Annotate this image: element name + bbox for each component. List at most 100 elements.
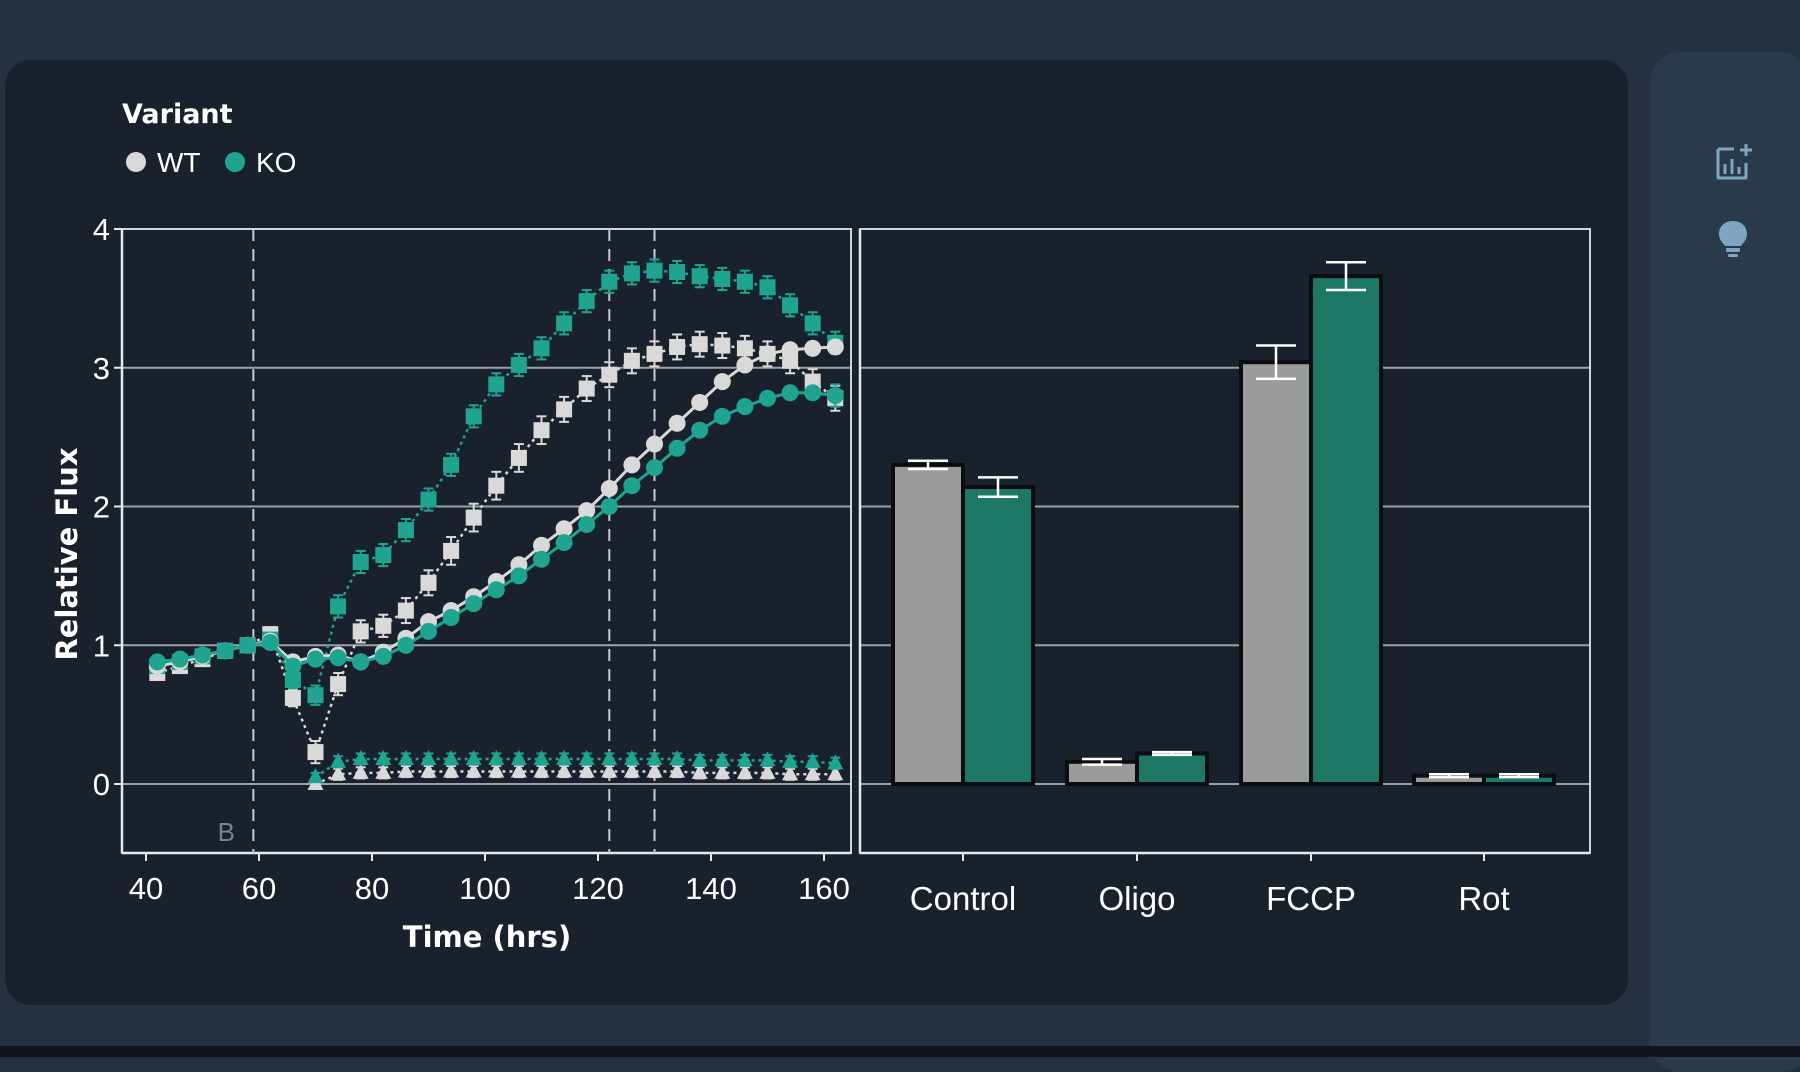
- data-point: [759, 345, 776, 363]
- data-point: [307, 650, 324, 668]
- data-point: [420, 574, 437, 591]
- data-point: [714, 751, 731, 767]
- data-point: [488, 376, 505, 393]
- line-panel: 0 1 2 3 4 40 60 80 100 120 140 160 B: [93, 212, 852, 906]
- data-point: [352, 763, 369, 779]
- data-point: [714, 763, 731, 779]
- y-tick-label: 1: [93, 628, 110, 663]
- data-point: [194, 646, 211, 664]
- series-line: [156, 342, 837, 756]
- data-point: [465, 408, 482, 425]
- data-point: [533, 750, 550, 766]
- bar-ko-control: [961, 485, 1035, 786]
- data-point: [510, 449, 527, 466]
- legend-label-wt: WT: [157, 147, 201, 178]
- data-point: [375, 763, 392, 779]
- category-label: Rot: [1458, 880, 1509, 917]
- series-line: [314, 757, 836, 779]
- data-point: [623, 477, 641, 495]
- x-tick-label: 160: [798, 871, 850, 906]
- side-panel: [1650, 52, 1800, 1072]
- data-point: [443, 762, 460, 778]
- data-point: [668, 414, 686, 432]
- data-point: [691, 393, 709, 411]
- data-point: [759, 279, 776, 296]
- data-point: [714, 337, 731, 354]
- data-point: [578, 762, 595, 778]
- data-point: [759, 763, 776, 779]
- y-tick-label: 2: [93, 490, 110, 525]
- category-label: FCCP: [1266, 880, 1356, 917]
- data-point: [555, 520, 573, 538]
- y-tick-label: 3: [93, 351, 110, 386]
- data-point: [352, 554, 369, 570]
- data-point: [691, 268, 708, 285]
- data-point: [329, 649, 347, 667]
- data-point: [330, 752, 347, 768]
- data-point: [420, 762, 437, 778]
- data-point: [533, 550, 550, 568]
- data-point: [646, 762, 663, 778]
- data-point: [443, 542, 460, 559]
- data-point: [601, 273, 618, 290]
- data-point: [736, 273, 753, 290]
- data-point: [488, 762, 505, 778]
- bar-panel: Control Oligo FCCP Rot: [858, 228, 1591, 917]
- data-point: [826, 387, 844, 404]
- data-point: [488, 750, 505, 766]
- data-point: [668, 439, 686, 457]
- data-point: [352, 653, 370, 671]
- data-point: [601, 750, 618, 766]
- data-point: [510, 567, 528, 585]
- category-label: Control: [910, 880, 1016, 917]
- data-point: [759, 389, 776, 407]
- data-point: [578, 516, 596, 534]
- legend-marker-ko: [225, 152, 245, 172]
- data-point: [465, 750, 482, 766]
- series-line: [157, 391, 836, 668]
- x-axis-title: Time (hrs): [403, 920, 571, 954]
- data-point: [578, 380, 595, 397]
- data-point: [374, 647, 392, 665]
- data-point: [623, 762, 640, 778]
- data-point: [736, 398, 754, 416]
- data-point: [600, 479, 618, 497]
- data-point: [691, 421, 709, 439]
- data-point: [488, 477, 505, 494]
- bottom-strip: [0, 1046, 1800, 1057]
- vline-label: B: [218, 817, 235, 847]
- data-point: [556, 401, 573, 418]
- data-point: [713, 407, 731, 425]
- x-tick-label: 60: [242, 871, 276, 906]
- data-point: [330, 676, 347, 693]
- data-point: [420, 491, 437, 508]
- data-point: [623, 265, 640, 282]
- x-tick-label: 120: [572, 871, 624, 906]
- y-axis-title: Relative Flux: [50, 447, 84, 660]
- data-point: [148, 653, 166, 671]
- legend: Variant WT KO: [122, 99, 296, 178]
- data-point: [623, 750, 640, 766]
- data-point: [804, 315, 821, 332]
- data-point: [578, 750, 595, 766]
- data-point: [736, 763, 753, 779]
- data-point: [623, 456, 641, 474]
- data-point: [669, 750, 686, 766]
- data-point: [533, 422, 550, 439]
- data-point: [669, 762, 686, 778]
- lightbulb-icon[interactable]: [1710, 216, 1756, 262]
- data-point: [555, 534, 573, 552]
- data-point: [465, 762, 482, 778]
- data-point: [646, 459, 663, 477]
- data-point: [284, 689, 301, 706]
- figure: Variant WT KO Relative Flux Time (hrs) 0…: [50, 99, 1591, 954]
- data-point: [397, 636, 415, 654]
- data-point: [216, 642, 234, 660]
- data-point: [827, 765, 844, 781]
- chart-card: Variant WT KO Relative Flux Time (hrs) 0…: [5, 60, 1628, 1005]
- add-chart-icon[interactable]: [1710, 140, 1756, 186]
- data-point: [623, 352, 640, 369]
- data-point: [533, 340, 550, 357]
- data-point: [646, 750, 663, 766]
- data-point: [510, 750, 527, 766]
